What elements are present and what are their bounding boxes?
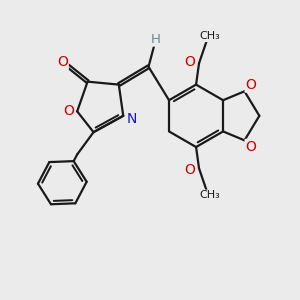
Text: H: H [151, 33, 161, 46]
Text: N: N [126, 112, 137, 126]
Text: CH₃: CH₃ [199, 31, 220, 41]
Text: O: O [246, 140, 256, 154]
Text: O: O [246, 78, 256, 92]
Text: O: O [57, 55, 68, 69]
Text: O: O [184, 55, 195, 69]
Text: O: O [184, 163, 195, 177]
Text: O: O [63, 104, 74, 118]
Text: CH₃: CH₃ [199, 190, 220, 200]
